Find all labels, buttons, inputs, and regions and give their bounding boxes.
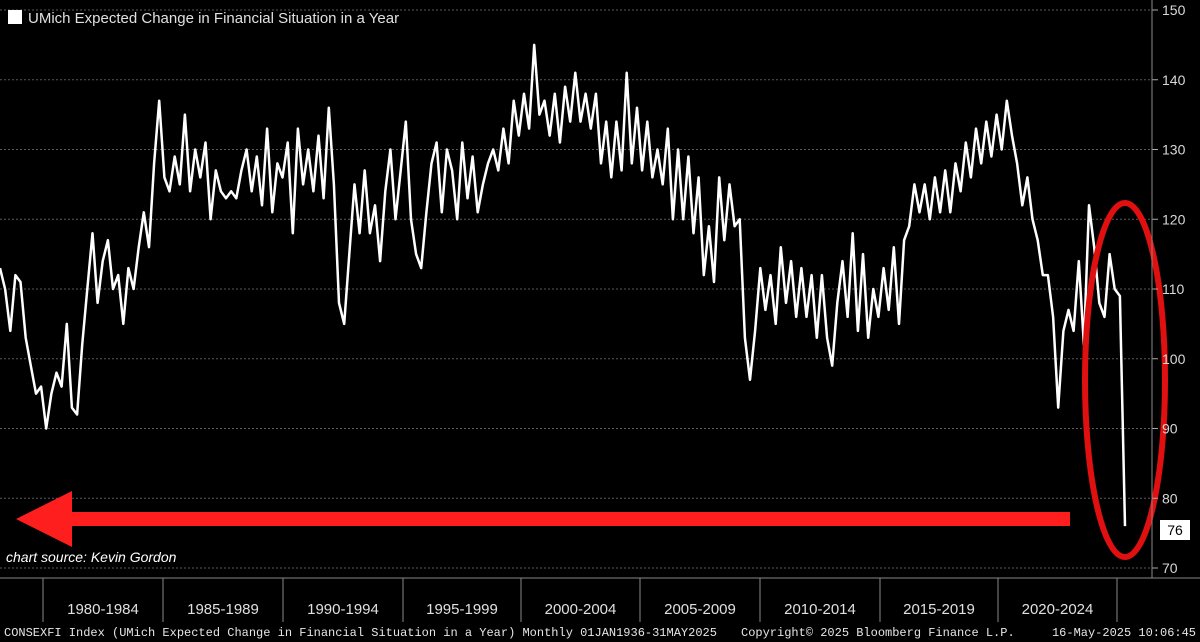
y-tick-label: 100 xyxy=(1162,351,1186,367)
red-ellipse-annotation xyxy=(1082,200,1168,560)
legend: UMich Expected Change in Financial Situa… xyxy=(8,10,399,27)
x-period-label: 1985-1989 xyxy=(187,601,259,618)
footer-copyright: Copyright© 2025 Bloomberg Finance L.P. xyxy=(741,626,1015,640)
x-axis: 1980-1984 1985-1989 1990-1994 1995-1999 2000… xyxy=(67,601,1093,618)
last-value-label: 76 xyxy=(1167,522,1183,538)
legend-label: UMich Expected Change in Financial Situa… xyxy=(28,10,399,27)
legend-swatch xyxy=(8,10,22,24)
y-tick-label: 130 xyxy=(1162,142,1186,158)
x-period-label: 2010-2014 xyxy=(784,601,856,618)
x-period-label: 2015-2019 xyxy=(903,601,975,618)
grid-lines xyxy=(0,9,1152,569)
y-tick-label: 120 xyxy=(1162,211,1186,227)
x-period-label: 2000-2004 xyxy=(545,601,617,618)
y-tick-label: 70 xyxy=(1162,560,1178,576)
period-dividers xyxy=(42,578,1118,622)
footer-timestamp: 16-May-2025 10:06:45 xyxy=(1052,626,1196,640)
x-period-label: 2005-2009 xyxy=(664,601,736,618)
chart-source-note: chart source: Kevin Gordon xyxy=(6,549,177,565)
y-tick-label: 90 xyxy=(1162,421,1178,437)
series-line xyxy=(0,43,1127,527)
footer-index-info: CONSEXFI Index (UMich Expected Change in… xyxy=(4,626,717,640)
last-value-box xyxy=(1160,520,1190,540)
last-value-marker: 76 xyxy=(1160,520,1190,540)
x-period-label: 2020-2024 xyxy=(1022,601,1094,618)
y-tick-label: 140 xyxy=(1162,72,1186,88)
x-period-label: 1990-1994 xyxy=(307,601,379,618)
y-tick-label: 110 xyxy=(1162,281,1185,297)
x-period-label: 1980-1984 xyxy=(67,601,139,618)
x-period-label: 1995-1999 xyxy=(426,601,498,618)
y-tick-label: 80 xyxy=(1162,490,1178,506)
y-tick-label: 150 xyxy=(1162,2,1186,18)
y-axis: 70 80 90 100 110 120 130 140 150 xyxy=(1151,0,1186,578)
